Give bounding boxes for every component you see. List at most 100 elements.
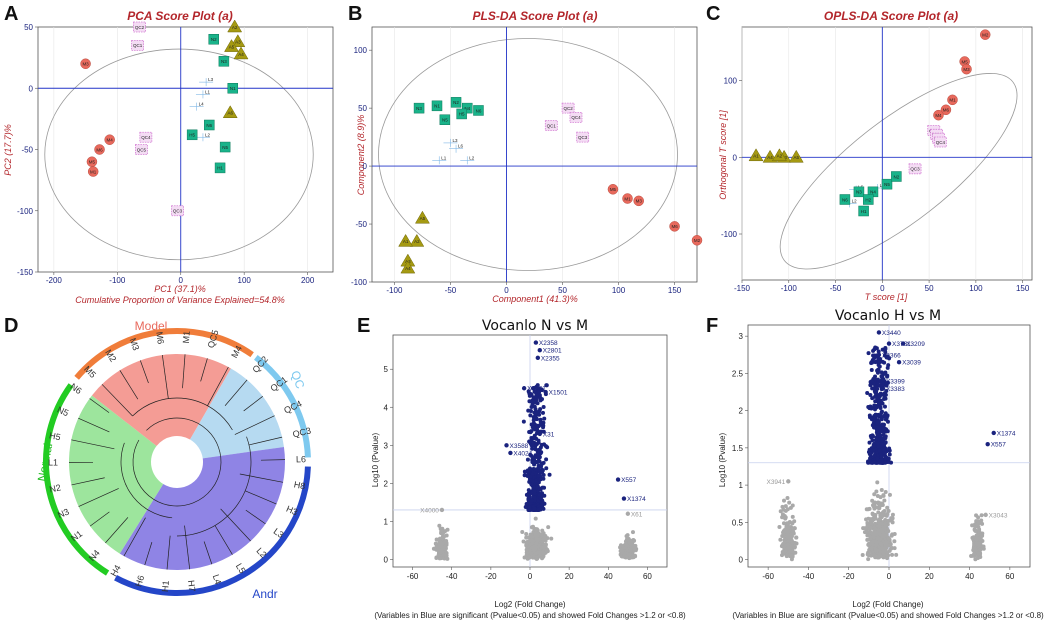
volcano-nm-xlabel: Log2 (Fold Change) (494, 600, 565, 609)
volcano_nm-ytick-label: 0 (384, 555, 389, 564)
volcano_hm-xtick-label: -60 (762, 572, 774, 581)
volcano_nm-point-sig (535, 383, 540, 388)
volcano_nm-point-X557 (615, 477, 621, 482)
volcano_nm-point-nonsig (432, 546, 437, 551)
volcano_nm-point-nonsig (443, 529, 448, 534)
dendro-branch (139, 360, 149, 384)
volcano_nm-ytick-label: 4 (384, 403, 389, 412)
volcano_hm-point-nonsig (787, 546, 792, 551)
volcano_hm-label-X557: X557 (991, 442, 1007, 449)
volcano_nm-point-sig (534, 436, 539, 441)
pca-xtick-label: -100 (109, 276, 126, 285)
volcano_hm-point-sig (879, 417, 884, 422)
volcano_hm-point-nonsig (973, 528, 978, 533)
dendro-branch (144, 542, 153, 566)
volcano_nm-point-X3588 (504, 443, 509, 448)
volcano_hm-point-nonsig (778, 509, 783, 514)
dendro-branch (182, 354, 186, 389)
volcano_nm-point-nonsig (524, 535, 529, 540)
volcano_hm-point-sig (885, 429, 890, 434)
dendro-node-arc (132, 397, 233, 431)
volcano_hm-point-nonsig (878, 512, 883, 517)
volcano_nm-point-sig (529, 498, 534, 503)
dendro-leaf-L1: L1 (48, 457, 58, 467)
oplsda-point-N5-label: N5 (884, 182, 890, 187)
volcano_hm-point-nonsig (875, 524, 880, 529)
dendro-branch (89, 398, 110, 413)
pca-point-H1 (214, 162, 226, 174)
plsda-point-N2-label: N2 (453, 100, 459, 105)
volcano_hm-point-sig (883, 411, 888, 416)
volcano_hm-point-sig (879, 454, 884, 459)
dendro-leaf-M3: M3 (128, 337, 142, 352)
volcano_hm-point-sig (868, 383, 873, 388)
volcano-hm-xlabel: Log2 (Fold Change) (852, 600, 923, 609)
pca-errbar-label: L3 (208, 77, 214, 82)
volcano_nm-point-nonsig (537, 550, 542, 555)
plsda-xtick-label: -100 (386, 286, 403, 295)
volcano_hm-point-nonsig (882, 553, 887, 558)
oplsda-point-A5-label: A5 (794, 155, 800, 160)
volcano_hm-point-sig (866, 351, 871, 356)
volcano_nm-point-sig (532, 455, 537, 460)
panel-e-label: E (357, 315, 370, 337)
pca-xtick-label: 0 (179, 276, 184, 285)
pca-ytick-label: -100 (17, 207, 34, 216)
pca-point-H5 (186, 129, 198, 141)
volcano_hm-point-sig (875, 420, 880, 425)
volcano_nm-point-nonsig (442, 540, 447, 545)
volcano_nm-point-sig (530, 386, 535, 391)
volcano_hm-point-sig (881, 447, 886, 452)
dendro-branch (220, 508, 251, 542)
volcano_nm-point-nonsig (534, 536, 539, 541)
volcano_hm-point-nonsig (782, 498, 787, 503)
plsda-ylabel: Component2 (8.9)% (356, 115, 366, 196)
plsda-point-N6-label: N6 (476, 108, 482, 113)
plsda-point-M2 (691, 235, 703, 246)
volcano_hm-point-sig (872, 425, 877, 430)
volcano_hm-point-X3366 (876, 352, 882, 357)
dendro-leaf-H7: H7 (186, 580, 197, 593)
volcano_hm-point-nonsig (863, 526, 868, 531)
dendro-branch (203, 541, 213, 565)
volcano_nm-point-sig (526, 491, 531, 496)
volcano_nm-point-sig (532, 395, 537, 400)
volcano_hm-point-nonsig (877, 530, 882, 535)
volcano_hm-xtick-label: -40 (803, 572, 815, 581)
plsda-point-A4-label: A4 (405, 266, 411, 271)
volcano_nm-label-X1501: X1501 (549, 390, 568, 397)
volcano_hm-point-sig (877, 401, 882, 406)
volcano_hm-point-X3941 (786, 479, 791, 484)
volcano_nm-point-X2355 (535, 355, 541, 361)
volcano_nm-point-sig (538, 477, 543, 482)
volcano_nm-point-nonsig (627, 556, 632, 561)
volcano_hm-point-sig (872, 376, 877, 381)
oplsda-point-N2 (891, 171, 902, 182)
oplsda-title: OPLS-DA Score Plot (a) (824, 9, 958, 23)
pca-point-M3 (80, 58, 91, 69)
volcano_hm-point-nonsig (883, 489, 888, 494)
volcano_nm-point-sig (539, 495, 544, 500)
volcano_nm-point-sig (529, 399, 534, 404)
volcano_hm-point-nonsig (794, 541, 799, 546)
volcano_nm-point-sig (526, 408, 531, 413)
pca-point-QC1 (131, 39, 145, 51)
volcano_nm-xtick-label: -60 (407, 572, 419, 581)
volcano_hm-point-sig (872, 460, 877, 465)
volcano_hm-point-nonsig (885, 550, 890, 555)
panel-b-label: B (348, 3, 362, 25)
plsda-point-M3-label: M3 (636, 199, 643, 204)
plsda-errbar-label: L6 (458, 144, 464, 149)
volcano_hm-point-nonsig (872, 539, 877, 544)
volcano_nm-point-sig (526, 496, 531, 501)
dendro-branch (89, 511, 110, 527)
volcano_nm-point-nonsig (530, 525, 535, 530)
volcano_nm-point-nonsig (628, 548, 633, 553)
oplsda-point-M3-label: M3 (963, 67, 970, 72)
volcano_hm-point-X557 (985, 441, 990, 447)
volcano_hm-point-nonsig (868, 534, 873, 539)
volcano_nm-point-nonsig (439, 536, 444, 541)
volcano_hm-point-sig (878, 405, 883, 410)
plsda-point-QC4 (569, 112, 583, 123)
